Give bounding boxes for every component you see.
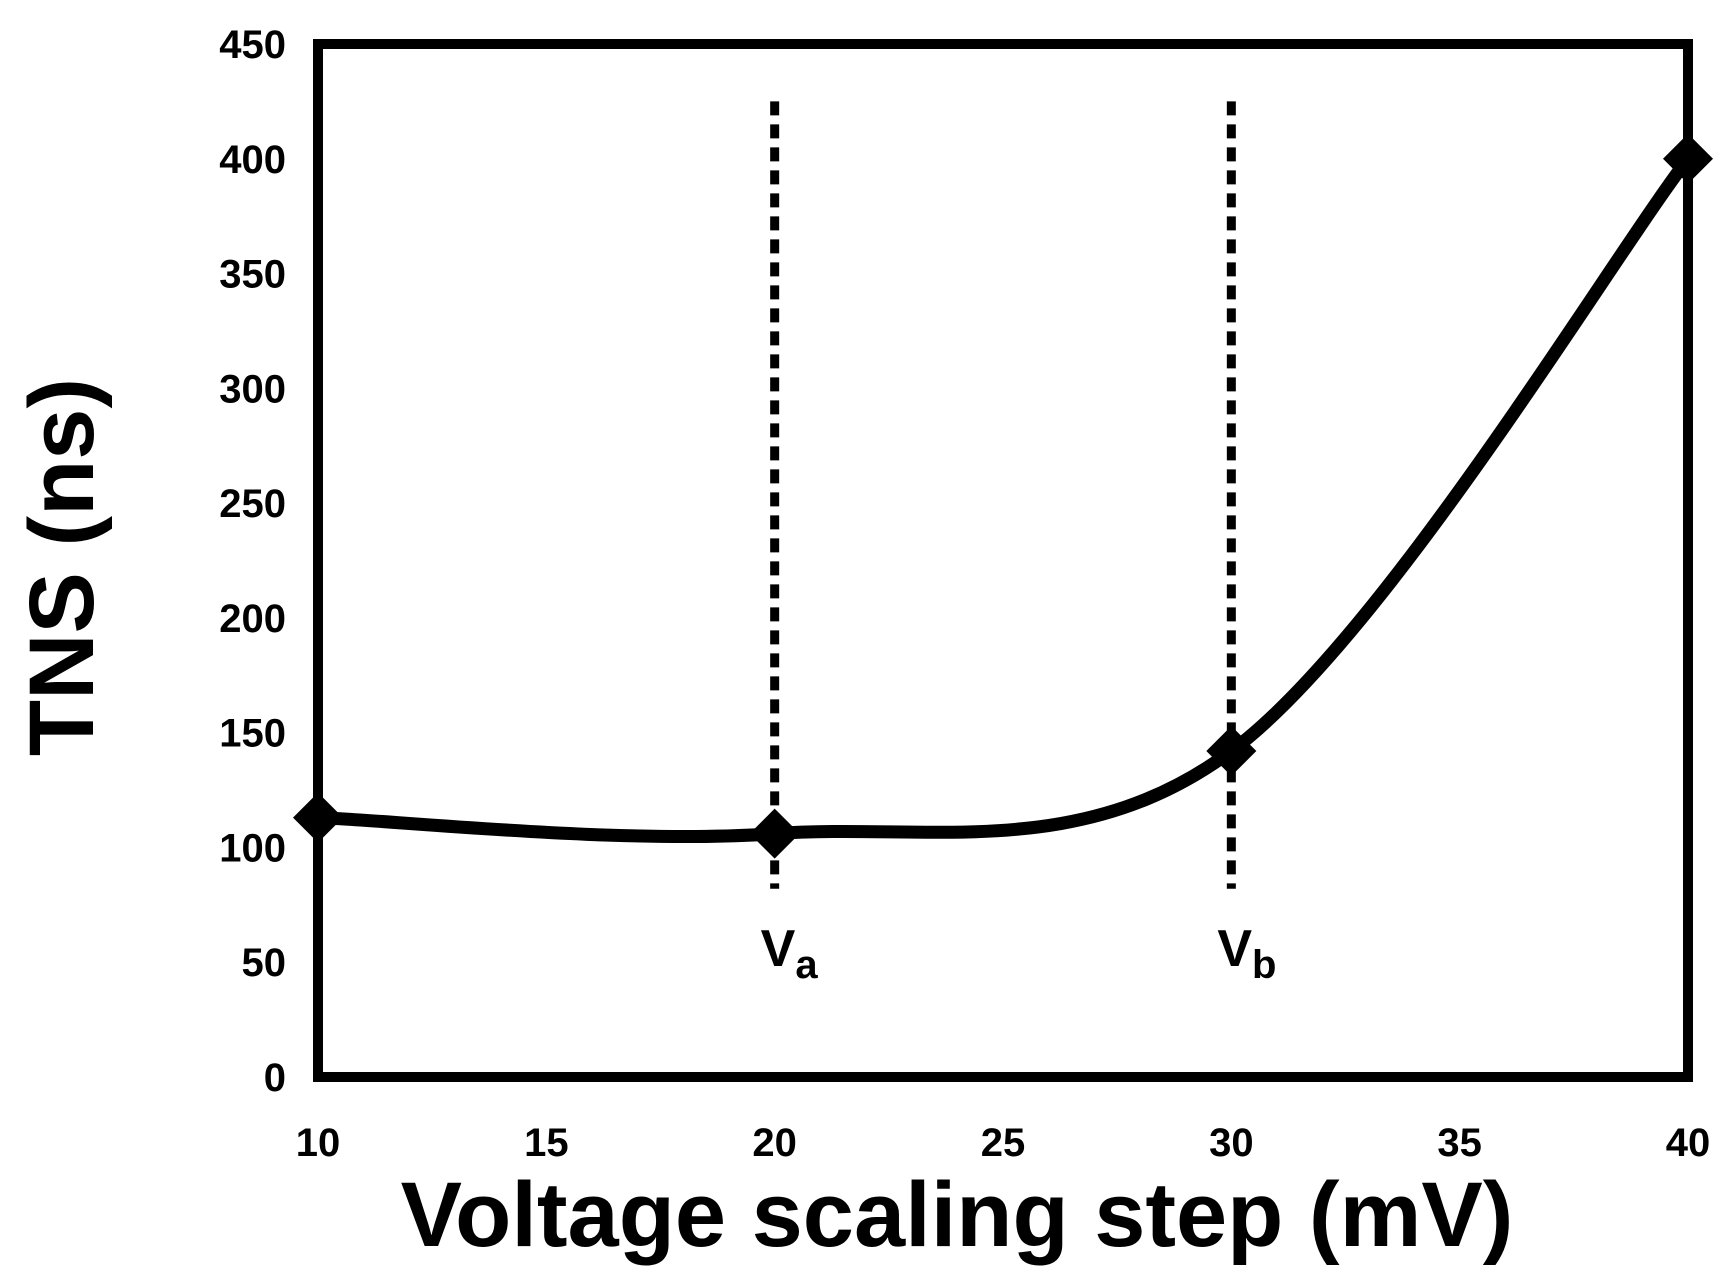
x-tick-labels: 10 15 20 25 30 35 40 xyxy=(296,1121,1711,1165)
marker-label-b: Vb xyxy=(1217,920,1276,987)
series-line xyxy=(311,152,1695,844)
x-tick-label: 35 xyxy=(1437,1121,1482,1165)
y-tick-label: 350 xyxy=(219,253,286,297)
y-tick-label: 150 xyxy=(219,712,286,756)
series-layer xyxy=(293,133,1713,859)
x-tick-label: 20 xyxy=(752,1121,797,1165)
y-tick-label: 300 xyxy=(219,367,286,411)
data-point-marker xyxy=(749,808,800,859)
y-tick-label: 0 xyxy=(264,1056,286,1100)
y-tick-label: 100 xyxy=(219,826,286,870)
y-tick-labels: 0 50 100 150 200 250 300 350 400 450 xyxy=(219,23,286,1100)
y-tick-label: 200 xyxy=(219,597,286,641)
marker-label-a: Va xyxy=(761,920,819,987)
y-tick-label: 450 xyxy=(219,23,286,67)
x-tick-label: 30 xyxy=(1209,1121,1254,1165)
x-tick-label: 40 xyxy=(1666,1121,1711,1165)
data-point-marker xyxy=(1206,726,1257,777)
plot-frame xyxy=(313,39,1693,1082)
x-tick-label: 15 xyxy=(524,1121,569,1165)
y-tick-label: 250 xyxy=(219,482,286,526)
y-tick-label: 400 xyxy=(219,138,286,182)
vertical-markers: Va Vb xyxy=(761,101,1276,987)
x-tick-label: 25 xyxy=(981,1121,1026,1165)
x-tick-label: 10 xyxy=(296,1121,341,1165)
y-axis-title: TNS (ns) xyxy=(11,378,113,756)
x-axis-title: Voltage scaling step (mV) xyxy=(401,1164,1514,1266)
y-tick-label: 50 xyxy=(242,941,287,985)
